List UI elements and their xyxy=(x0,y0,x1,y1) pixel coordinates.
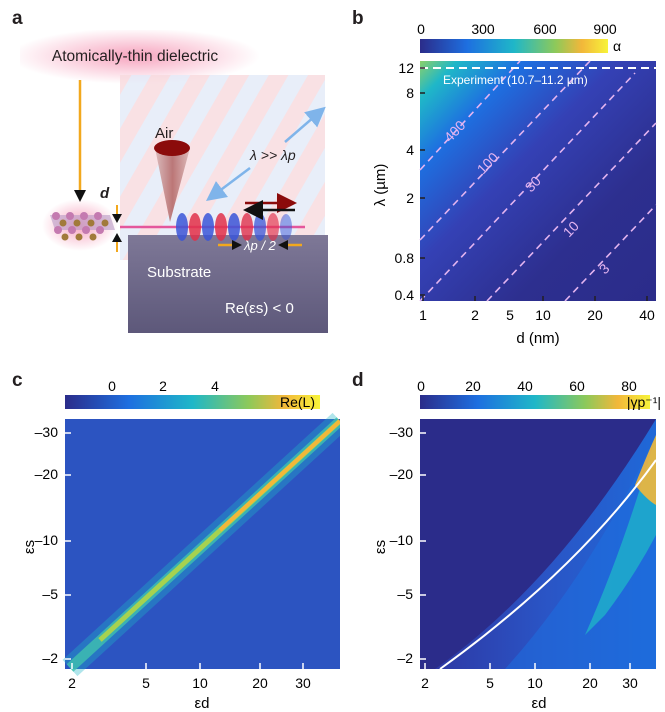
atomic-lattice xyxy=(42,199,118,251)
ytick-c-10: –10 xyxy=(35,532,59,548)
plasmon-field xyxy=(176,213,292,241)
panel-a-schematic: Atomically-thin dielectric Air Substrate… xyxy=(20,30,328,333)
ytick-d-5: –5 xyxy=(397,586,413,602)
xticks-marks-c xyxy=(71,663,304,669)
yticks-marks-d xyxy=(420,432,426,660)
ytick-c-30: –30 xyxy=(35,424,59,440)
xtick-b-2: 2 xyxy=(471,307,479,323)
xtick-d-20: 20 xyxy=(582,675,598,691)
xtick-c-2: 2 xyxy=(68,675,76,691)
colorbar-b xyxy=(420,39,608,53)
xtick-b-10: 10 xyxy=(535,307,551,323)
colorbar-tick-c-0: 0 xyxy=(108,378,116,394)
ytick-c-20: –20 xyxy=(35,466,59,482)
colorbar-d xyxy=(420,395,650,409)
xtick-d-2: 2 xyxy=(421,675,429,691)
colorbar-label-c: Re(L) xyxy=(280,394,315,410)
substrate-label: Substrate xyxy=(147,264,211,281)
colorbar-c xyxy=(65,395,320,409)
colorbar-tick-b-0: 0 xyxy=(417,21,425,37)
contour-lines-b xyxy=(419,60,657,302)
xtick-b-1: 1 xyxy=(419,307,427,323)
xtick-d-10: 10 xyxy=(527,675,543,691)
xtick-b-5: 5 xyxy=(506,307,514,323)
colorbar-tick-d-60: 60 xyxy=(569,378,585,394)
resonance-ridge xyxy=(62,412,340,677)
xtick-d-30: 30 xyxy=(622,675,638,691)
panel-c-chart: 0 2 4 Re(L) –30 –20 –10 –5 –2 εs 2 5 10 … xyxy=(21,378,340,712)
ytick-b-0.8: 0.8 xyxy=(395,250,415,266)
xlabel-b: d (nm) xyxy=(516,330,559,347)
colorbar-tick-c-4: 4 xyxy=(211,378,219,394)
xticks-marks-b xyxy=(422,296,648,301)
wavelength-relation: λ >> λp xyxy=(249,147,296,163)
colorbar-tick-b-1: 300 xyxy=(471,21,495,37)
panel-letter-c: c xyxy=(12,370,23,391)
xtick-c-5: 5 xyxy=(142,675,150,691)
ytick-d-2: –2 xyxy=(397,650,413,666)
ytick-c-5: –5 xyxy=(42,586,58,602)
xtick-c-20: 20 xyxy=(252,675,268,691)
colorbar-tick-d-0: 0 xyxy=(417,378,425,394)
colorbar-tick-b-2: 600 xyxy=(533,21,557,37)
panel-letter-a: a xyxy=(12,8,23,29)
xtick-c-10: 10 xyxy=(192,675,208,691)
ytick-b-2: 2 xyxy=(406,190,414,206)
xlabel-d: εd xyxy=(531,695,546,712)
yticks-marks-c xyxy=(65,432,71,660)
ytick-d-20: –20 xyxy=(390,466,414,482)
plot-area-b xyxy=(420,61,656,301)
ytick-b-0.4: 0.4 xyxy=(395,287,415,303)
panel-letter-b: b xyxy=(352,8,364,29)
xtick-b-20: 20 xyxy=(587,307,603,323)
colorbar-tick-d-80: 80 xyxy=(621,378,637,394)
yticks-marks-b xyxy=(420,67,425,296)
ytick-d-30: –30 xyxy=(390,424,414,440)
ylabel-d: εs xyxy=(372,540,389,554)
ytick-d-10: –10 xyxy=(390,532,414,548)
panel-a-title: Atomically-thin dielectric xyxy=(52,48,218,65)
colorbar-tick-c-2: 2 xyxy=(159,378,167,394)
ylabel-b: λ (µm) xyxy=(372,164,389,207)
xtick-b-40: 40 xyxy=(639,307,655,323)
xticks-marks-d xyxy=(424,663,631,669)
ytick-b-12: 12 xyxy=(398,60,414,76)
colorbar-label-b: α xyxy=(613,38,621,54)
tip-top xyxy=(154,140,190,156)
colorbar-tick-d-40: 40 xyxy=(517,378,533,394)
xtick-d-5: 5 xyxy=(486,675,494,691)
afm-tip xyxy=(155,148,190,222)
boundary-curve xyxy=(439,459,657,670)
ytick-c-2: –2 xyxy=(42,650,58,666)
xlabel-c: εd xyxy=(194,695,209,712)
panel-d-chart: 0 20 40 60 80 |γp⁻¹| –30 –20 –10 –5 –2 ε… xyxy=(372,378,661,712)
panel-letter-d: d xyxy=(352,370,364,391)
panel-b-chart: 0 300 600 900 α Experiment (10.7–11.2 µm… xyxy=(372,21,657,347)
ylabel-c: εs xyxy=(21,540,38,554)
ytick-b-4: 4 xyxy=(406,142,414,158)
condition-label: Re(εs) < 0 xyxy=(225,300,294,317)
colorbar-label-d: |γp⁻¹| xyxy=(627,394,661,410)
xtick-c-30: 30 xyxy=(295,675,311,691)
thickness-symbol: d xyxy=(100,185,110,202)
colorbar-tick-d-20: 20 xyxy=(465,378,481,394)
ytick-b-8: 8 xyxy=(406,85,414,101)
experiment-label: Experiment (10.7–11.2 µm) xyxy=(443,73,588,87)
colorbar-tick-b-3: 900 xyxy=(593,21,617,37)
half-wavelength-label: λp / 2 xyxy=(243,238,276,253)
air-label: Air xyxy=(155,125,173,142)
